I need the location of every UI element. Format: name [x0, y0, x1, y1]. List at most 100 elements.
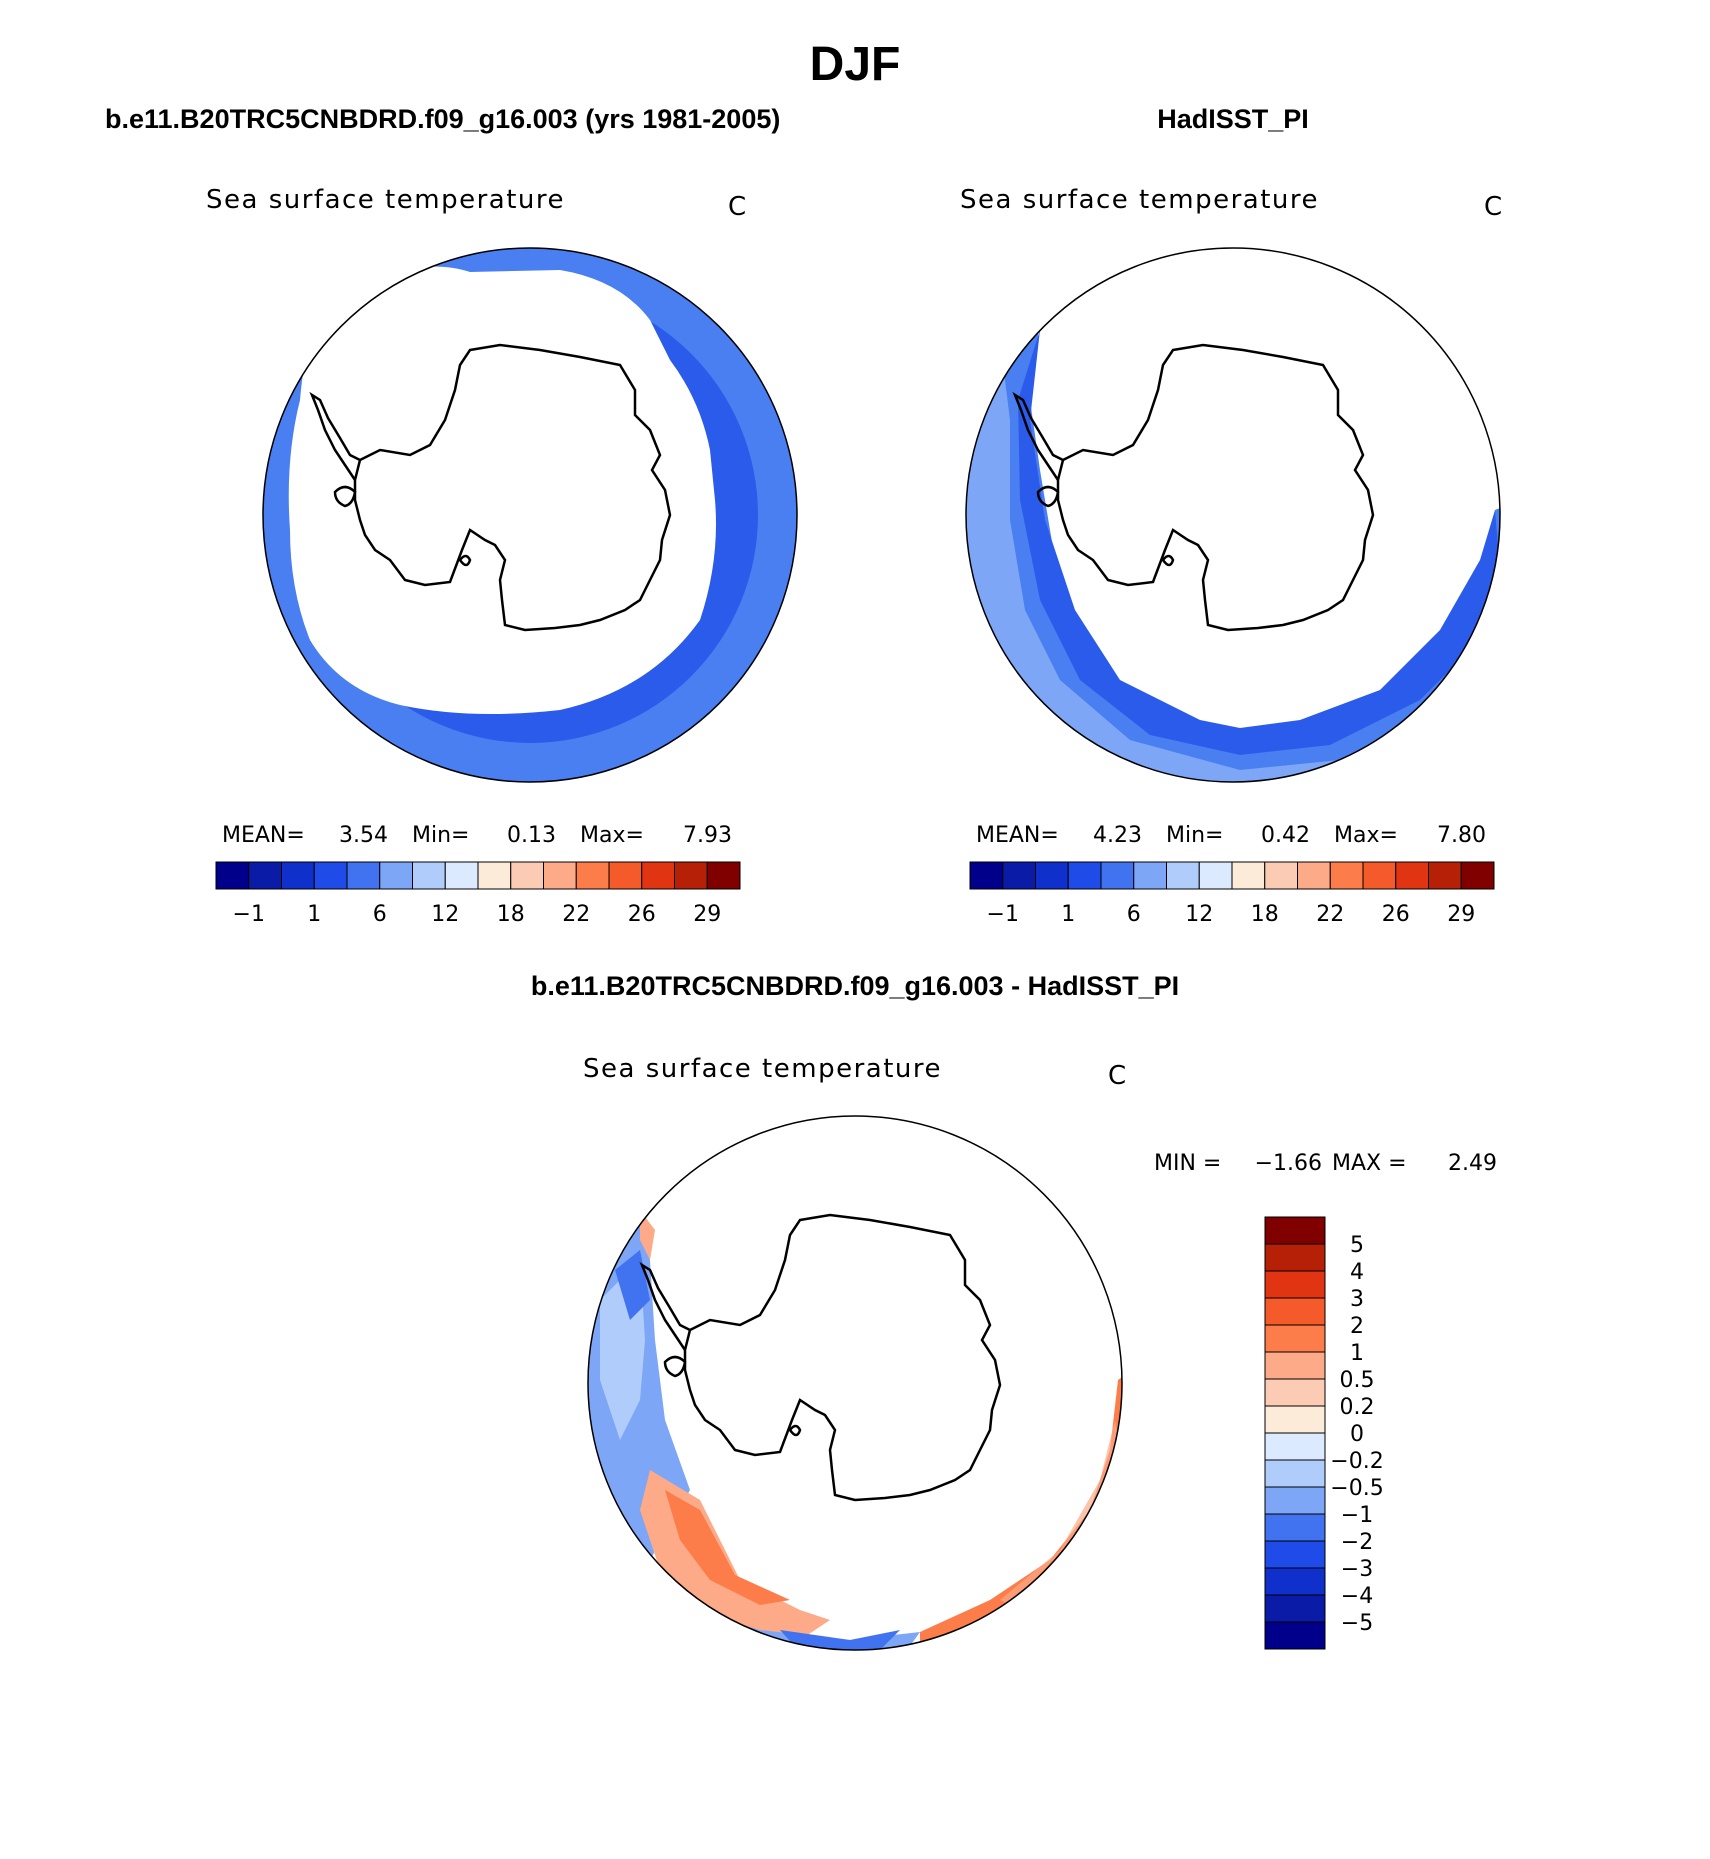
diff-colorbar-swatch	[1264, 1351, 1326, 1380]
diff-colorbar-swatch	[1264, 1621, 1326, 1650]
model-colorbar-swatch	[608, 861, 643, 890]
diff-colorbar-tick-label: 2	[1350, 1314, 1364, 1339]
model-colorbar-tick-label: 18	[497, 902, 525, 927]
model-panel: b.e11.B20TRC5CNBDRD.f09_g16.003 (yrs 198…	[105, 104, 798, 927]
model-colorbar-swatch	[510, 861, 544, 890]
model-colorbar: −1 1 6 12 18 22 26 29	[215, 861, 741, 927]
diff-colorbar-swatch	[1264, 1405, 1326, 1434]
model-units-label: C	[728, 192, 746, 222]
obs-colorbar-swatch	[1035, 861, 1069, 890]
diff-map	[588, 1116, 1122, 1650]
diff-colorbar-swatch	[1264, 1540, 1326, 1569]
diff-colorbar-swatch	[1264, 1486, 1326, 1515]
model-colorbar-swatch	[313, 861, 348, 890]
diff-max-label: MAX =	[1332, 1151, 1407, 1176]
model-map	[263, 248, 797, 782]
diff-colorbar-tick-label: 3	[1350, 1287, 1364, 1312]
obs-colorbar-swatch	[1002, 861, 1036, 890]
diff-colorbar-tick-label: −4	[1341, 1584, 1373, 1609]
diff-colorbar-tick-label: −0.5	[1330, 1476, 1383, 1501]
obs-units-label: C	[1484, 192, 1502, 222]
model-colorbar-tick-label: 12	[431, 902, 459, 927]
obs-colorbar-swatch	[1166, 861, 1200, 890]
diff-colorbar-tick-label: 0.2	[1340, 1395, 1375, 1420]
diff-colorbar-swatch	[1264, 1324, 1326, 1353]
obs-colorbar-swatch	[1264, 861, 1298, 890]
obs-panel: HadISST_PI Sea surface temperature C MEA…	[960, 104, 1502, 927]
obs-max-value: 7.80	[1437, 823, 1486, 848]
obs-min-label: Min=	[1166, 823, 1223, 848]
diff-colorbar-swatch	[1264, 1513, 1326, 1542]
model-mean-label: MEAN=	[222, 823, 305, 848]
model-min-label: Min=	[412, 823, 469, 848]
model-panel-header: b.e11.B20TRC5CNBDRD.f09_g16.003 (yrs 198…	[105, 104, 780, 134]
obs-colorbar-tick-label: 6	[1127, 902, 1141, 927]
diff-panel-header: b.e11.B20TRC5CNBDRD.f09_g16.003 - HadISS…	[531, 971, 1179, 1001]
obs-colorbar-tick-label: 26	[1382, 902, 1410, 927]
obs-colorbar: −1 1 6 12 18 22 26 29	[969, 861, 1495, 927]
obs-colorbar-swatch	[1428, 861, 1462, 890]
diff-colorbar-swatch	[1264, 1243, 1326, 1272]
obs-colorbar-tick-label: 18	[1251, 902, 1279, 927]
model-colorbar-tick-label: 26	[628, 902, 656, 927]
obs-colorbar-swatch	[1460, 861, 1495, 890]
model-colorbar-tick-label: 22	[562, 902, 590, 927]
model-colorbar-swatch	[477, 861, 512, 890]
model-colorbar-swatch	[379, 861, 413, 890]
obs-map	[966, 248, 1500, 782]
model-colorbar-swatch	[543, 861, 577, 890]
diff-colorbar-tick-label: 4	[1350, 1260, 1364, 1285]
diff-colorbar-swatch	[1264, 1297, 1326, 1326]
obs-colorbar-swatch	[1198, 861, 1233, 890]
model-variable-label: Sea surface temperature	[206, 185, 565, 215]
model-colorbar-swatch	[674, 861, 708, 890]
diff-colorbar-swatch	[1264, 1594, 1326, 1623]
obs-colorbar-swatch	[1395, 861, 1429, 890]
diff-colorbar-tick-label: 0	[1350, 1422, 1364, 1447]
obs-colorbar-swatch	[1329, 861, 1364, 890]
diff-colorbar-tick-label: −0.2	[1330, 1449, 1383, 1474]
obs-colorbar-swatch	[1067, 861, 1102, 890]
diff-max-value: 2.49	[1448, 1151, 1497, 1176]
model-colorbar-swatch	[346, 861, 381, 890]
model-max-label: Max=	[580, 823, 644, 848]
diff-units-label: C	[1108, 1061, 1126, 1091]
model-mean-value: 3.54	[339, 823, 388, 848]
obs-mean-value: 4.23	[1093, 823, 1142, 848]
obs-mean-label: MEAN=	[976, 823, 1059, 848]
diff-colorbar-tick-label: −1	[1341, 1503, 1373, 1528]
obs-colorbar-swatch	[1362, 861, 1397, 890]
diff-colorbar-tick-label: 0.5	[1340, 1368, 1375, 1393]
obs-colorbar-swatch	[969, 861, 1004, 890]
model-min-value: 0.13	[507, 823, 556, 848]
model-max-value: 7.93	[683, 823, 732, 848]
obs-colorbar-swatch	[1231, 861, 1266, 890]
diff-variable-label: Sea surface temperature	[583, 1054, 942, 1084]
model-colorbar-tick-label: 29	[693, 902, 721, 927]
obs-colorbar-tick-label: −1	[987, 902, 1019, 927]
obs-colorbar-swatch	[1133, 861, 1167, 890]
model-colorbar-swatch	[444, 861, 479, 890]
obs-min-value: 0.42	[1261, 823, 1310, 848]
obs-max-label: Max=	[1334, 823, 1398, 848]
model-colorbar-swatch	[412, 861, 446, 890]
obs-colorbar-tick-label: 29	[1447, 902, 1475, 927]
diff-colorbar-swatch	[1264, 1378, 1326, 1407]
diff-panel: b.e11.B20TRC5CNBDRD.f09_g16.003 - HadISS…	[531, 971, 1497, 1651]
obs-colorbar-tick-label: 12	[1185, 902, 1213, 927]
model-colorbar-swatch	[641, 861, 675, 890]
diff-colorbar-swatch	[1264, 1432, 1326, 1461]
diff-colorbar-swatch	[1264, 1567, 1326, 1596]
model-colorbar-swatch	[215, 861, 250, 890]
obs-colorbar-tick-label: 1	[1061, 902, 1075, 927]
model-colorbar-tick-label: −1	[233, 902, 265, 927]
model-colorbar-swatch	[706, 861, 741, 890]
obs-colorbar-swatch	[1297, 861, 1331, 890]
diff-colorbar-tick-label: 5	[1350, 1233, 1364, 1258]
diff-colorbar-tick-label: −5	[1341, 1611, 1373, 1636]
obs-panel-header: HadISST_PI	[1157, 104, 1309, 134]
model-colorbar-swatch	[281, 861, 315, 890]
model-colorbar-swatch	[248, 861, 282, 890]
